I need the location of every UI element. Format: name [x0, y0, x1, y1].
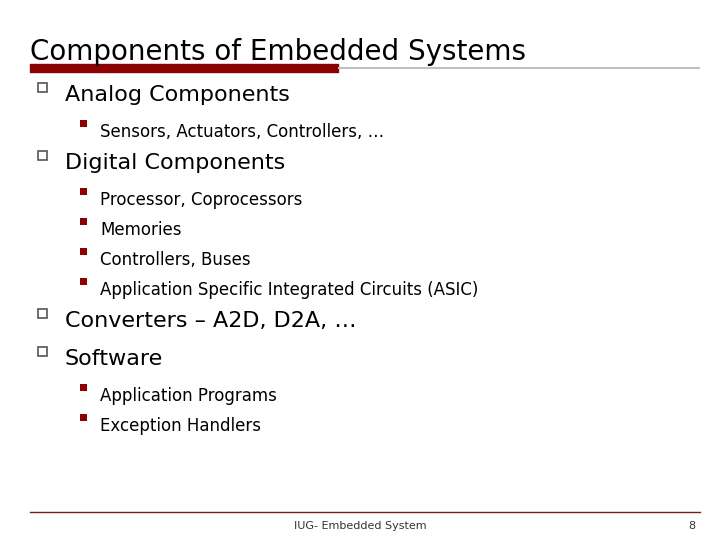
Bar	[80, 120, 87, 127]
Bar	[80, 218, 87, 225]
Bar	[80, 188, 87, 195]
Bar	[80, 384, 87, 391]
Bar	[38, 347, 47, 356]
Text: Application Programs: Application Programs	[100, 387, 277, 405]
Bar	[80, 414, 87, 421]
Text: IUG- Embedded System: IUG- Embedded System	[294, 521, 426, 531]
Text: Sensors, Actuators, Controllers, …: Sensors, Actuators, Controllers, …	[100, 123, 384, 141]
Text: Digital Components: Digital Components	[65, 153, 285, 173]
Bar	[38, 151, 47, 160]
Text: Software: Software	[65, 349, 163, 369]
Text: Components of Embedded Systems: Components of Embedded Systems	[30, 38, 526, 66]
Text: Converters – A2D, D2A, …: Converters – A2D, D2A, …	[65, 311, 356, 331]
Bar	[38, 309, 47, 318]
Text: Processor, Coprocessors: Processor, Coprocessors	[100, 191, 302, 209]
Text: Analog Components: Analog Components	[65, 85, 290, 105]
Text: Exception Handlers: Exception Handlers	[100, 417, 261, 435]
Text: Memories: Memories	[100, 221, 181, 239]
Text: Controllers, Buses: Controllers, Buses	[100, 251, 251, 269]
Text: Application Specific Integrated Circuits (ASIC): Application Specific Integrated Circuits…	[100, 281, 478, 299]
Bar	[80, 248, 87, 255]
Bar	[80, 278, 87, 285]
Bar	[38, 83, 47, 92]
Text: 8: 8	[688, 521, 695, 531]
